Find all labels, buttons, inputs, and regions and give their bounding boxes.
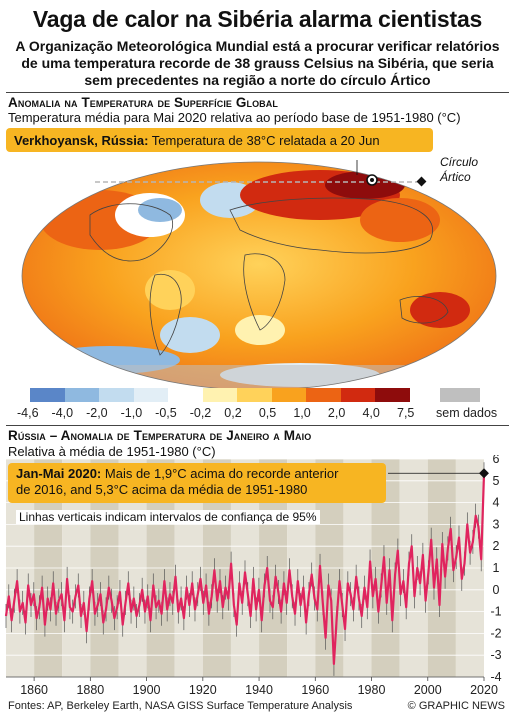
legend-tick-label: -4,0 — [51, 406, 74, 420]
legend-swatch — [30, 388, 65, 402]
legend-swatch — [271, 388, 307, 402]
chart-subheading: Relativa à média de 1951-1980 (°C) — [8, 444, 216, 459]
legend-tick-label: -4,6 — [17, 406, 39, 420]
legend-tick-label: 0,2 — [224, 406, 242, 420]
y-tick-label: -3 — [490, 648, 501, 662]
x-tick-label: 1880 — [76, 683, 104, 697]
world-map-svg — [21, 128, 497, 391]
map-heading: Anomalia na Temperatura de Superfície Gl… — [8, 95, 278, 110]
legend-tick-label: 2,0 — [327, 406, 346, 420]
legend-tick-label: -1,0 — [120, 406, 143, 420]
y-tick-label: 5 — [493, 474, 500, 488]
legend-swatch — [168, 388, 203, 402]
legend-no-data-label: sem dados — [436, 406, 498, 420]
chart-heading-text: Rússia – Anomalia de Temperatura de Jane… — [8, 428, 312, 443]
page-subtitle: A Organização Meteorológica Mundial está… — [15, 38, 500, 88]
x-tick-label: 2020 — [470, 683, 498, 697]
jan-mai-callout-bold: Jan-Mai 2020: — [16, 466, 102, 481]
anomaly-patch — [360, 198, 440, 242]
continent-north-america — [89, 203, 173, 262]
y-tick-label: 6 — [493, 455, 500, 466]
y-tick-label: 1 — [493, 561, 500, 575]
arctic-circle-label: Círculo Ártico — [440, 155, 478, 185]
anomaly-patch — [160, 317, 220, 353]
credit: © GRAPHIC NEWS — [407, 700, 505, 712]
map-subheading: Temperatura média para Mai 2020 relativa… — [8, 110, 461, 125]
legend-no-data-swatch — [440, 388, 480, 402]
legend-swatch — [64, 388, 100, 402]
arctic-label-line1: Círculo — [440, 155, 479, 169]
legend-swatch — [375, 388, 411, 402]
y-tick-label: 4 — [493, 496, 500, 510]
y-tick-label: 2 — [493, 539, 500, 553]
arctic-label-line2: Ártico — [440, 170, 471, 184]
legend-tick-label: 1,0 — [293, 406, 311, 420]
world-map — [20, 128, 498, 392]
legend-color-bar — [30, 388, 411, 402]
divider-top — [6, 92, 509, 93]
x-tick-label: 1860 — [20, 683, 48, 697]
divider-middle — [6, 425, 509, 426]
series-line — [4, 474, 486, 665]
legend-swatch — [99, 388, 134, 402]
anomaly-patch — [138, 198, 182, 222]
color-legend — [30, 388, 411, 402]
continent-south-america — [149, 273, 182, 356]
legend-tick-label: 0,5 — [258, 406, 277, 420]
arctic-circle-marker — [416, 176, 427, 187]
anomaly-patch — [325, 171, 405, 199]
anomaly-patch — [410, 292, 470, 328]
y-tick-label: 3 — [493, 517, 500, 531]
jan-mai-callout-text1: Mais de 1,9°C acima do recorde anterior — [104, 466, 339, 481]
y-tick-label: -1 — [490, 605, 501, 619]
continent-eurasia — [229, 197, 433, 254]
continent-australia — [399, 296, 449, 324]
jan-mai-callout: Jan-Mai 2020: Mais de 1,9°C acima do rec… — [8, 463, 386, 503]
legend-tick-label: 7,5 — [397, 406, 415, 420]
x-tick-label: 1980 — [358, 683, 386, 697]
chart-heading: Rússia – Anomalia de Temperatura de Jane… — [8, 428, 311, 443]
y-tick-label: 0 — [493, 583, 500, 597]
jan-mai-callout-line1: Jan-Mai 2020: Mais de 1,9°C acima do rec… — [16, 466, 378, 482]
legend-tick-label: -2,0 — [86, 406, 108, 420]
sources: Fontes: AP, Berkeley Earth, NASA GISS Su… — [8, 700, 353, 712]
page-title: Vaga de calor na Sibéria alarma cientist… — [32, 6, 483, 32]
legend-swatch — [306, 388, 341, 402]
x-tick-label: 1900 — [133, 683, 161, 697]
legend-swatch — [133, 388, 169, 402]
callout-text: Temperatura de 38°C relatada a 20 Jun — [151, 133, 380, 148]
legend-tick-label: 4,0 — [362, 406, 380, 420]
x-tick-label: 2000 — [414, 683, 442, 697]
x-tick-label: 1940 — [245, 683, 273, 697]
legend-swatch — [202, 388, 238, 402]
legend-swatch — [340, 388, 376, 402]
verkhoyansk-marker-dot — [370, 178, 374, 182]
confidence-note: Linhas verticais indicam intervalos de c… — [16, 510, 320, 524]
map-heading-text: Anomalia na Temperatura de Superfície Gl… — [8, 95, 278, 110]
legend-tick-label: -0,5 — [155, 406, 177, 420]
legend-tick-label: -0,2 — [189, 406, 212, 420]
verkhoyansk-callout: Verkhoyansk, Rússia: Temperatura de 38°C… — [6, 128, 433, 152]
jan-mai-callout-text2: de 2016, and 5,3°C acima da média de 195… — [16, 482, 308, 497]
x-tick-label: 1960 — [301, 683, 329, 697]
y-tick-label: -2 — [490, 626, 501, 640]
anomaly-patch — [145, 270, 195, 310]
callout-place: Verkhoyansk, Rússia: — [14, 133, 149, 148]
y-tick-label: -4 — [490, 670, 501, 684]
legend-swatch — [237, 388, 272, 402]
x-tick-label: 1920 — [189, 683, 217, 697]
continent-africa — [243, 253, 286, 331]
